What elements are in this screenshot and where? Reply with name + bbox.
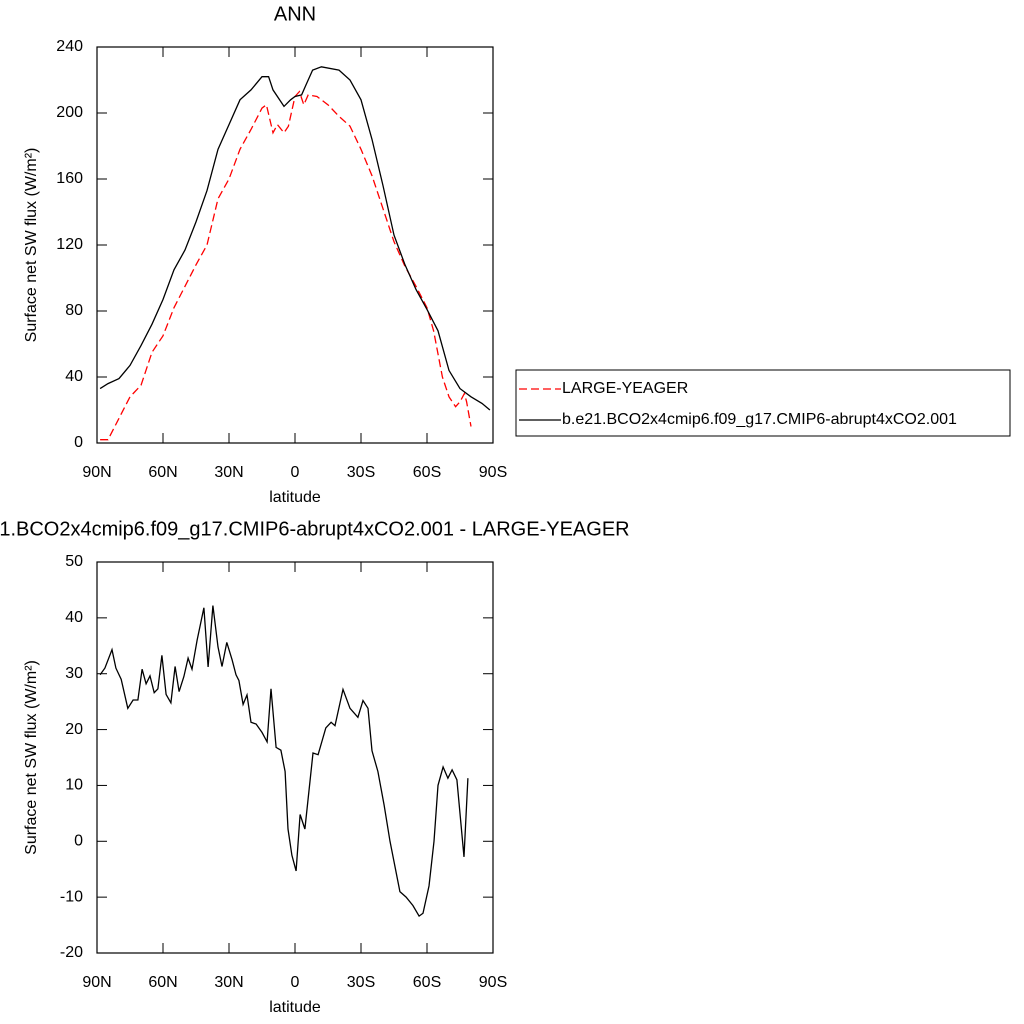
x-tick-label: 90S: [479, 464, 507, 481]
y-tick-label: 0: [74, 434, 83, 451]
y-axis-label: Surface net SW flux (W/m²): [23, 148, 40, 343]
plot-frame: [96, 561, 494, 954]
data-line: [99, 605, 469, 918]
legend-label: b.e21.BCO2x4cmip6.f09_g17.CMIP6-abrupt4x…: [562, 411, 957, 428]
plot-frame: [96, 46, 494, 444]
x-axis-label: latitude: [269, 999, 321, 1016]
y-tick-label: -10: [60, 888, 83, 905]
y-tick-label: 40: [65, 609, 83, 626]
x-tick-label: 0: [291, 974, 300, 991]
y-tick-label: 20: [65, 721, 83, 738]
x-tick-label: 30S: [347, 974, 375, 991]
data-line: [99, 66, 491, 411]
y-tick-label: 200: [56, 104, 83, 121]
y-tick-label: 120: [56, 236, 83, 253]
y-tick-label: 10: [65, 777, 83, 794]
legend-box: [515, 369, 1011, 437]
legend-label: LARGE-YEAGER: [562, 380, 688, 397]
x-tick-label: 30N: [214, 464, 243, 481]
x-axis-label: latitude: [269, 489, 321, 506]
x-tick-label: 60S: [413, 974, 441, 991]
y-tick-label: 50: [65, 553, 83, 570]
y-tick-label: 240: [56, 38, 83, 55]
y-tick-label: 40: [65, 368, 83, 385]
y-tick-label: 0: [74, 833, 83, 850]
y-tick-label: -20: [60, 944, 83, 961]
y-tick-label: 160: [56, 170, 83, 187]
x-tick-label: 30S: [347, 464, 375, 481]
x-tick-label: 0: [291, 464, 300, 481]
x-tick-label: 90N: [82, 464, 111, 481]
data-line: [100, 90, 472, 441]
x-tick-label: 60N: [148, 974, 177, 991]
y-axis-label: Surface net SW flux (W/m²): [23, 660, 40, 855]
x-tick-label: 30N: [214, 974, 243, 991]
chart-title: ANN: [274, 3, 316, 25]
x-tick-label: 60N: [148, 464, 177, 481]
x-tick-label: 90N: [82, 974, 111, 991]
chart-title: b.e21.BCO2x4cmip6.f09_g17.CMIP6-abrupt4x…: [0, 518, 630, 540]
x-tick-label: 60S: [413, 464, 441, 481]
y-tick-label: 80: [65, 302, 83, 319]
x-tick-label: 90S: [479, 974, 507, 991]
y-tick-label: 30: [65, 665, 83, 682]
